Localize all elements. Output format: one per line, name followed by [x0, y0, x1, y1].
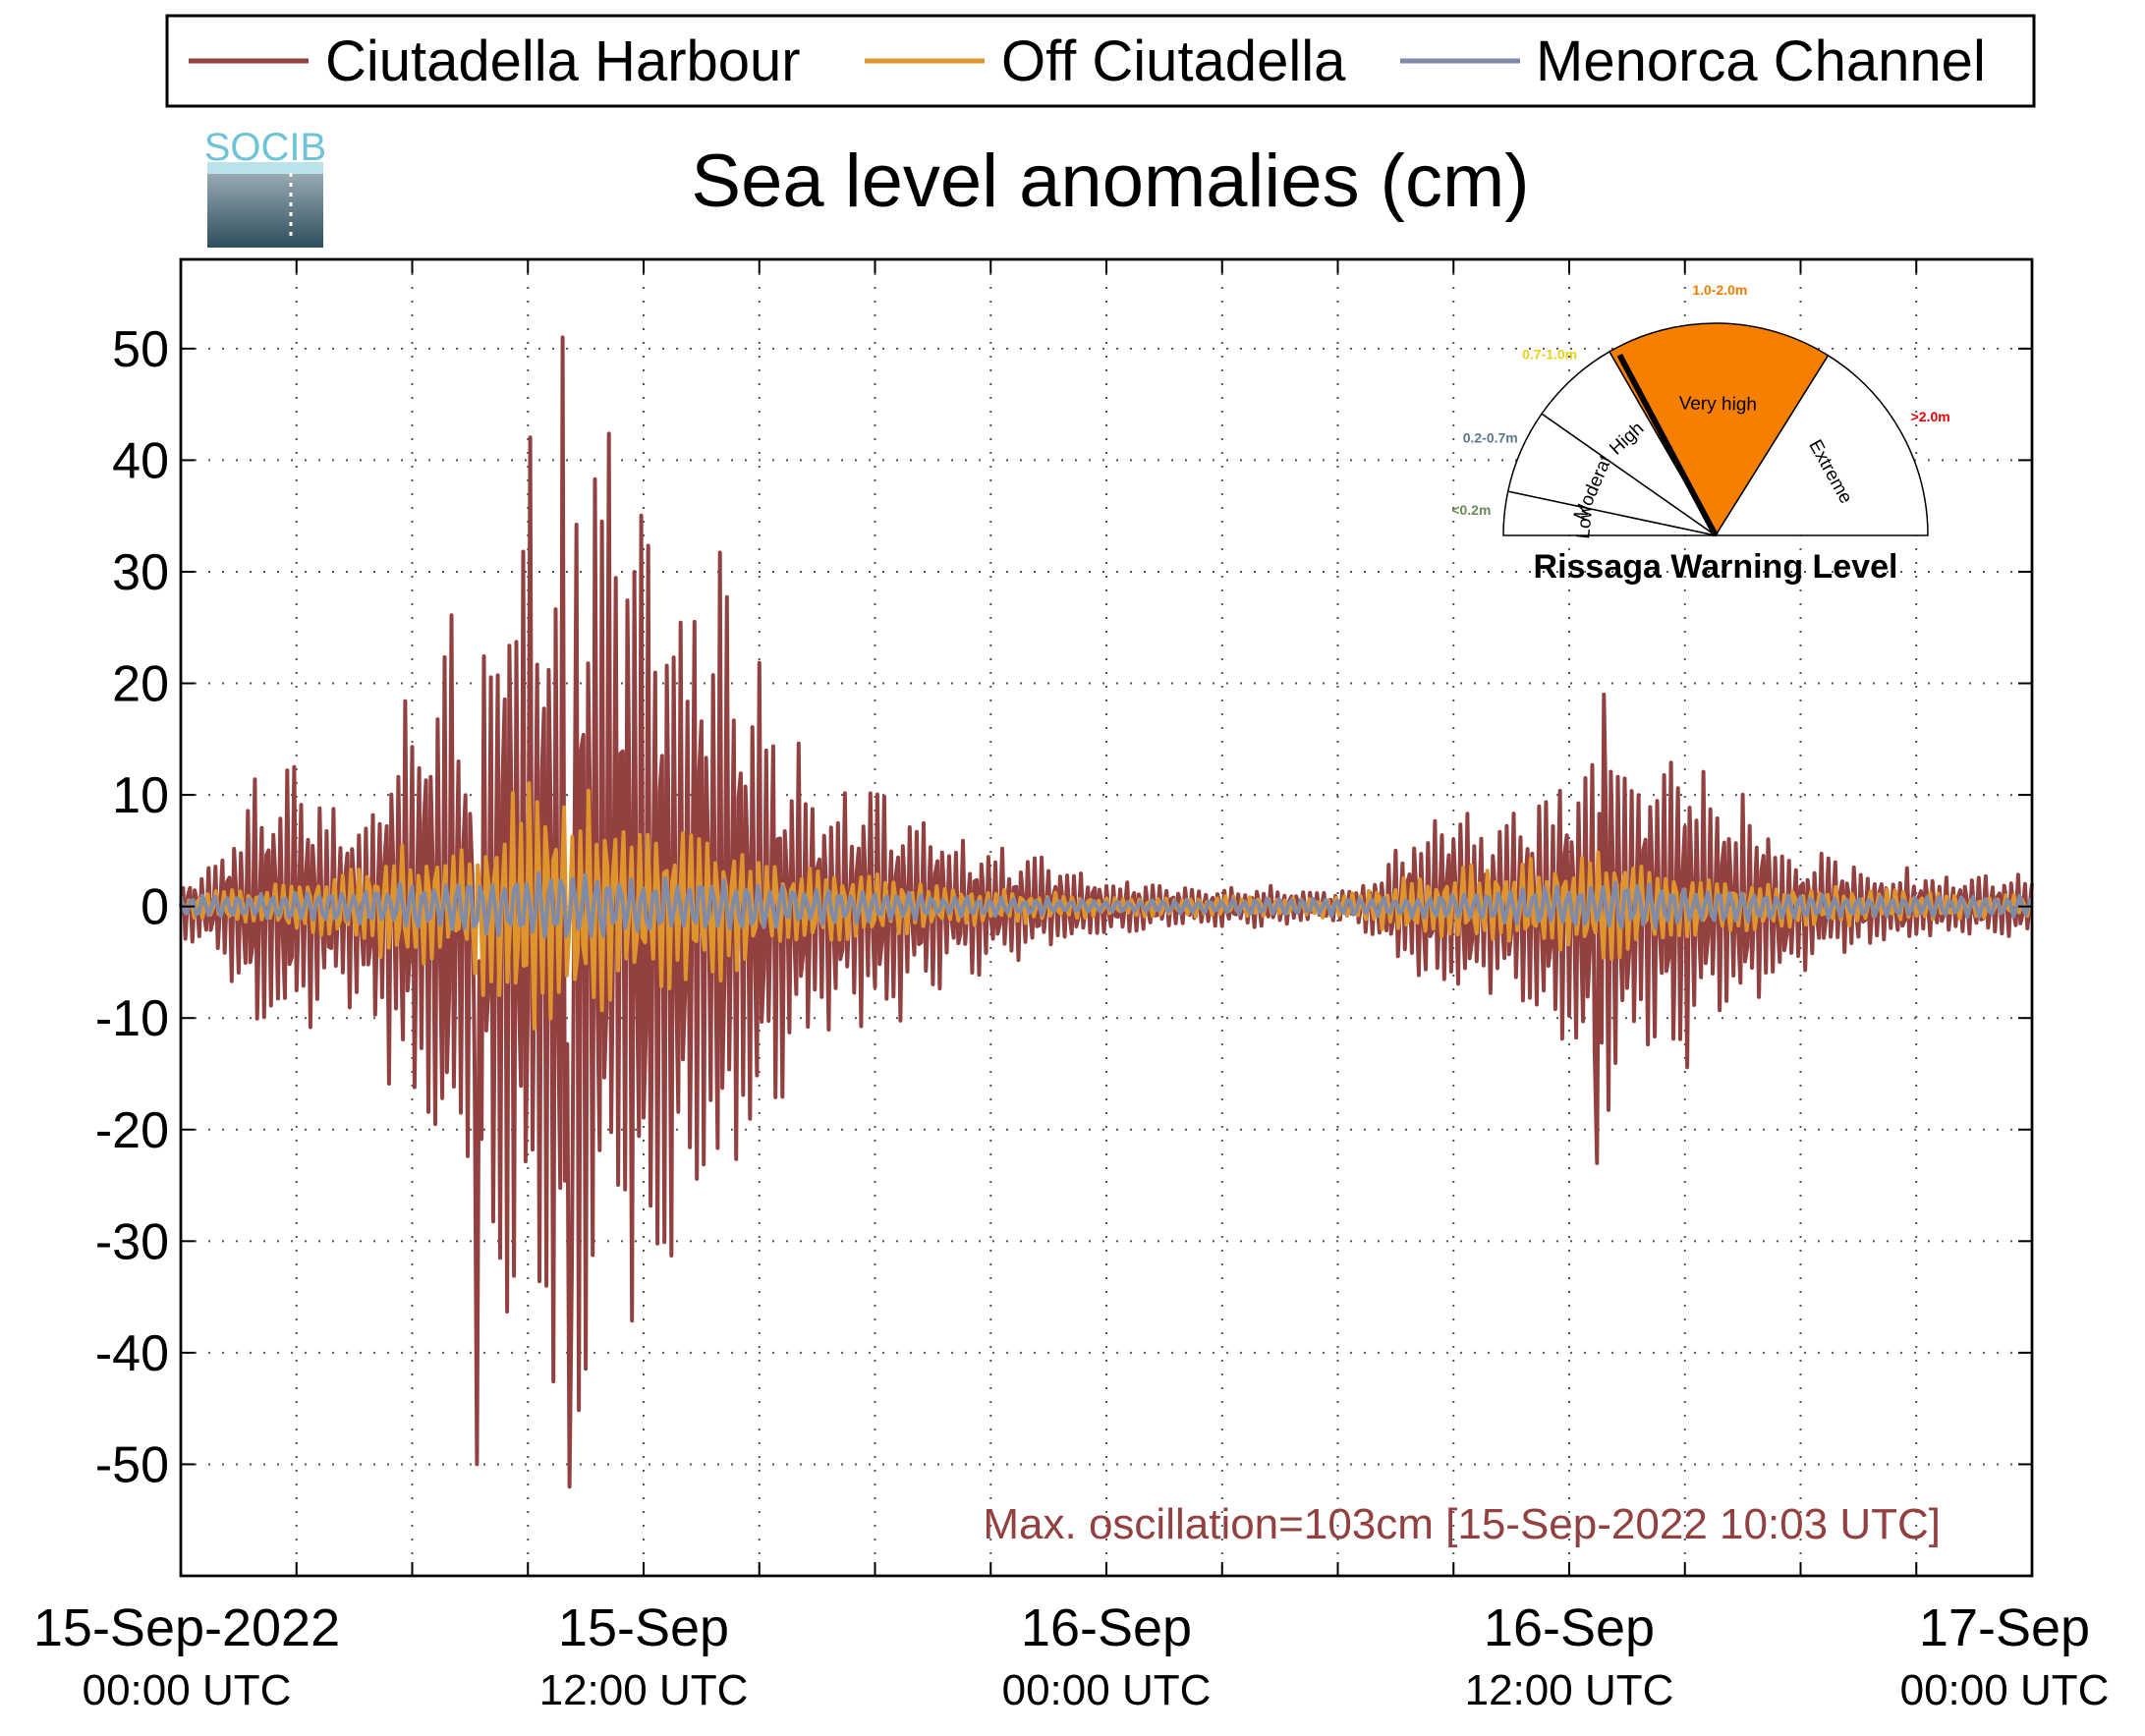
chart-title: Sea level anomalies (cm): [691, 140, 1529, 223]
y-tick-label: 50: [112, 321, 169, 378]
y-tick-label: -10: [95, 990, 169, 1047]
legend-label-off-ciutadella: Off Ciutadella: [1001, 29, 1346, 93]
gauge-range-label: 0.7-1.0m: [1522, 347, 1577, 363]
x-axis-labels: 15-Sep-2022 00:00 UTC 15-Sep 12:00 UTC 16-Se…: [33, 1598, 2110, 1714]
gauge-range-label: 1.0-2.0m: [1692, 282, 1747, 298]
legend-label-ciutadella-harbour: Ciutadella Harbour: [325, 29, 801, 93]
max-oscillation-annotation: Max. oscillation=103cm [15-Sep-2022 10:0…: [983, 1500, 1941, 1548]
gauge-range-label: >2.0m: [1911, 409, 1950, 424]
x-tick-label-date: 15-Sep: [558, 1598, 729, 1657]
x-tick-label-date: 15-Sep-2022: [33, 1598, 340, 1657]
legend: Ciutadella Harbour Off Ciutadella Menorc…: [165, 14, 2036, 108]
gauge-range-label: 0.2-0.7m: [1463, 429, 1518, 445]
x-tick-label-time: 00:00 UTC: [1002, 1666, 1212, 1714]
gauge-title: Rissaga Warning Level: [1534, 548, 1898, 586]
y-axis-labels: 50 40 30 20 10 0 -10 -20 -30 -40 -50: [95, 321, 169, 1494]
y-tick-label: -50: [95, 1436, 169, 1493]
y-tick-label: -20: [95, 1102, 169, 1159]
y-tick-label: 20: [112, 656, 169, 713]
gauge-needle: [1616, 353, 1719, 537]
series-line-menorca-channel: [179, 871, 2034, 939]
y-tick-label: 40: [112, 432, 169, 489]
x-tick-label-date: 17-Sep: [1919, 1598, 2090, 1657]
x-tick-label-date: 16-Sep: [1021, 1598, 1192, 1657]
x-tick-label-time: 00:00 UTC: [1900, 1666, 2110, 1714]
x-tick-label-time: 12:00 UTC: [539, 1666, 749, 1714]
y-tick-label: -40: [95, 1325, 169, 1382]
x-tick-label-time: 00:00 UTC: [83, 1666, 292, 1714]
legend-label-menorca-channel: Menorca Channel: [1536, 29, 1986, 93]
legend-box: [165, 14, 2036, 108]
x-tick-label-date: 16-Sep: [1484, 1598, 1655, 1657]
logo-text: SOCIB: [204, 126, 326, 169]
x-tick-label-time: 12:00 UTC: [1465, 1666, 1674, 1714]
y-tick-label: 0: [141, 879, 169, 936]
y-tick-label: 10: [112, 767, 169, 824]
gauge-range-label: <0.2m: [1451, 502, 1491, 518]
gauge-sector-extreme: [1714, 354, 1929, 536]
y-tick-label: -30: [95, 1213, 169, 1270]
socib-logo: SOCIB: [204, 126, 326, 248]
gauge-sector-very-high: [1608, 322, 1830, 537]
y-tick-label: 30: [112, 544, 169, 601]
series-layer: [179, 335, 2034, 1489]
gauge-sector-label: Very high: [1679, 393, 1758, 415]
